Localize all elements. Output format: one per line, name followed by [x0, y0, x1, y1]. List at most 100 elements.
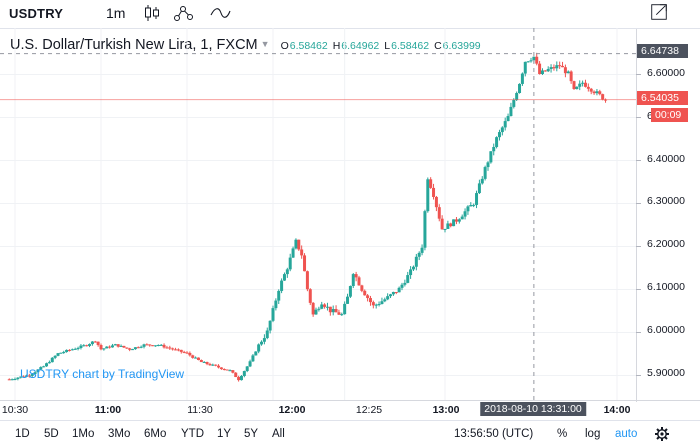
candle-body — [561, 65, 565, 68]
candle-body — [340, 314, 344, 316]
candle-body — [211, 364, 215, 366]
low-value: 6.58462 — [391, 40, 430, 52]
log-toggle[interactable]: log — [585, 428, 601, 440]
range-5d[interactable]: 5D — [44, 428, 59, 440]
chevron-down-icon[interactable]: ▼ — [260, 39, 270, 49]
candle-body — [108, 346, 112, 348]
price-tick-partial: 6 — [647, 110, 653, 122]
candle-body — [239, 376, 243, 381]
candle-body — [583, 82, 587, 87]
candle-body — [432, 187, 436, 197]
interval-button[interactable]: 1m — [106, 5, 126, 21]
candle-body — [202, 361, 206, 363]
candle-body — [260, 341, 264, 345]
candle-body — [27, 375, 31, 377]
gear-icon[interactable] — [654, 426, 670, 442]
candle-body — [518, 83, 522, 94]
watermark-link[interactable]: USDTRY chart by TradingView — [20, 367, 185, 381]
candle-body — [67, 349, 71, 351]
candle-body — [19, 376, 23, 378]
range-ytd[interactable]: YTD — [181, 428, 204, 440]
candle-body — [509, 106, 513, 117]
range-5y[interactable]: 5Y — [244, 428, 259, 440]
candle-body — [99, 345, 103, 350]
open-label: O — [280, 40, 289, 52]
candle-body — [414, 256, 418, 267]
candle-body — [231, 370, 235, 373]
time-tick: 12:00 — [278, 404, 306, 416]
candles-icon[interactable] — [142, 3, 164, 23]
crosshair-price-label: 6.64738 — [637, 44, 688, 58]
range-all[interactable]: All — [272, 428, 285, 440]
candle-body — [145, 344, 149, 346]
candle-body — [93, 341, 97, 343]
popout-icon[interactable] — [648, 2, 670, 22]
candle-body — [406, 275, 410, 283]
candle-body — [314, 309, 318, 315]
candle-body — [136, 347, 140, 349]
candle-body — [512, 99, 516, 107]
low-label: L — [384, 40, 391, 52]
range-1mo[interactable]: 1Mo — [72, 428, 95, 440]
time-tick: 10:30 — [1, 404, 29, 416]
price-tick: 6.20000 — [647, 238, 685, 250]
range-6mo[interactable]: 6Mo — [144, 428, 167, 440]
auto-toggle[interactable]: auto — [615, 428, 638, 440]
candle-body — [288, 257, 292, 270]
candle-body — [76, 347, 80, 349]
candle-body — [343, 303, 347, 315]
candle-body — [426, 179, 430, 212]
candle-body — [96, 341, 100, 346]
bottom-toolbar: 1D 5D 1Mo 3Mo 6Mo YTD 1Y 5Y All 13:56:50… — [0, 420, 700, 448]
candle-body — [469, 205, 473, 207]
price-tick: 5.90000 — [647, 367, 685, 379]
series-title[interactable]: U.S. Dollar/Turkish New Lira, 1, FXCM — [10, 37, 258, 53]
range-1d[interactable]: 1D — [15, 428, 30, 440]
range-1y[interactable]: 1Y — [217, 428, 232, 440]
candle-body — [434, 196, 438, 208]
candle-body — [360, 285, 364, 291]
candle-body — [371, 302, 375, 306]
candle-body — [162, 344, 166, 348]
candle-body — [500, 127, 504, 133]
candle-body — [440, 218, 444, 230]
range-3mo[interactable]: 3Mo — [108, 428, 131, 440]
candle-body — [575, 86, 579, 90]
candle-body — [320, 304, 324, 309]
candle-body — [489, 151, 493, 163]
candle-body — [308, 289, 312, 303]
candle-body — [578, 83, 582, 87]
compare-icon[interactable] — [209, 3, 231, 23]
candle-body — [47, 362, 51, 364]
candle-body — [483, 167, 487, 179]
candle-body — [581, 82, 585, 84]
candle-body — [328, 306, 332, 313]
indicators-icon[interactable] — [173, 3, 195, 23]
candle-body — [217, 365, 221, 368]
candle-body — [572, 81, 576, 90]
candle-body — [22, 376, 26, 378]
candle-body — [268, 320, 272, 331]
candle-body — [105, 346, 109, 349]
candle-body — [242, 371, 246, 377]
candle-body — [486, 162, 490, 168]
candle-body — [254, 351, 258, 356]
time-tick: 11:30 — [187, 404, 213, 416]
candle-body — [383, 299, 387, 302]
percent-toggle[interactable]: % — [557, 428, 568, 440]
candle-body — [257, 344, 261, 352]
symbol-button[interactable]: USDTRY — [9, 6, 64, 21]
candle-body — [245, 366, 249, 372]
candle-body — [598, 91, 602, 95]
candle-body — [131, 349, 135, 351]
candle-body — [174, 349, 178, 351]
utc-clock[interactable]: 13:56:50 (UTC) — [454, 428, 534, 440]
price-tick: 6.10000 — [647, 281, 685, 293]
candle-body — [549, 67, 553, 69]
candle-body — [532, 56, 536, 61]
candle-body — [417, 252, 421, 257]
candle-body — [65, 349, 69, 352]
candle-body — [277, 290, 281, 301]
